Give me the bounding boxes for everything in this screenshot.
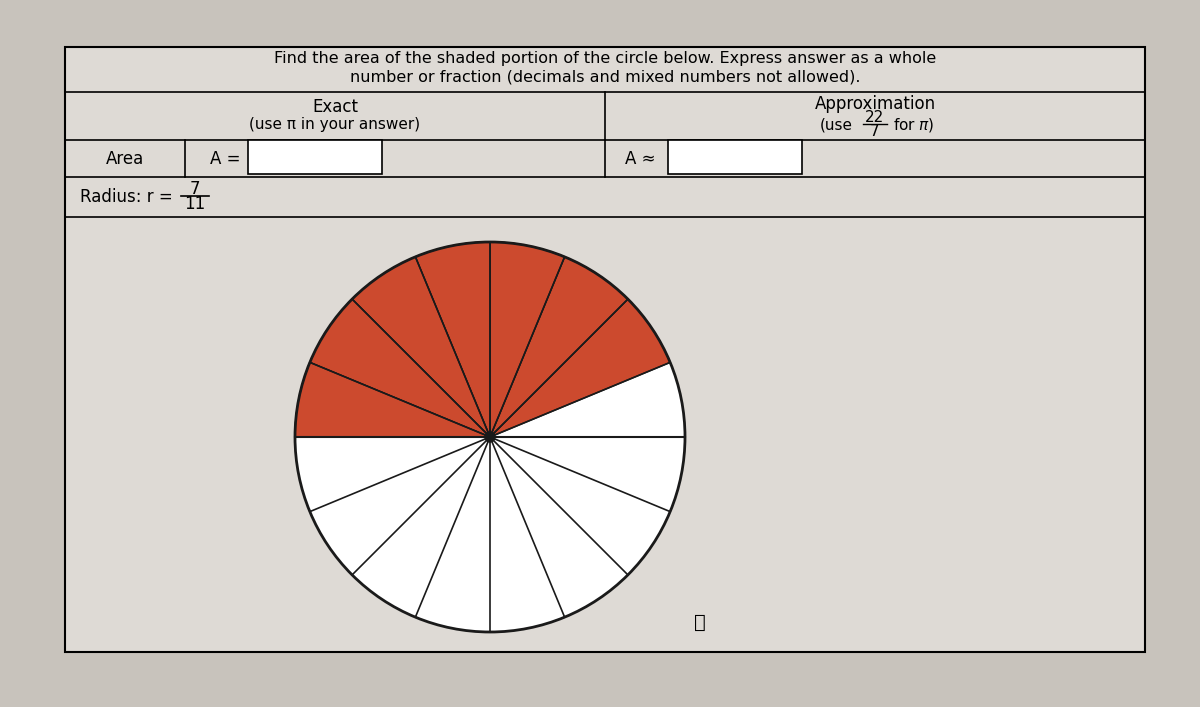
- Text: Exact: Exact: [312, 98, 358, 116]
- Wedge shape: [490, 299, 670, 437]
- Text: (use π in your answer): (use π in your answer): [250, 117, 420, 132]
- Text: (use: (use: [820, 117, 853, 132]
- Wedge shape: [295, 363, 490, 437]
- Wedge shape: [490, 257, 628, 437]
- Text: 22: 22: [865, 110, 884, 126]
- Text: Radius: r =: Radius: r =: [80, 188, 173, 206]
- Text: A =: A =: [210, 150, 240, 168]
- Circle shape: [295, 242, 685, 632]
- Circle shape: [485, 432, 496, 442]
- Wedge shape: [352, 257, 490, 437]
- Wedge shape: [415, 242, 490, 437]
- Text: Find the area of the shaded portion of the circle below. Express answer as a who: Find the area of the shaded portion of t…: [274, 52, 936, 66]
- FancyBboxPatch shape: [668, 140, 802, 174]
- Wedge shape: [310, 299, 490, 437]
- Text: for $\pi$): for $\pi$): [893, 116, 935, 134]
- Text: A ≈: A ≈: [625, 150, 655, 168]
- Text: 7: 7: [190, 180, 200, 198]
- Text: number or fraction (decimals and mixed numbers not allowed).: number or fraction (decimals and mixed n…: [349, 69, 860, 85]
- Text: 11: 11: [185, 195, 205, 213]
- Text: 7: 7: [870, 124, 880, 139]
- FancyBboxPatch shape: [248, 140, 382, 174]
- Text: Approximation: Approximation: [815, 95, 936, 113]
- Wedge shape: [490, 242, 565, 437]
- Bar: [65, 47, 1145, 652]
- Text: 🔍: 🔍: [694, 612, 706, 631]
- Text: Area: Area: [106, 150, 144, 168]
